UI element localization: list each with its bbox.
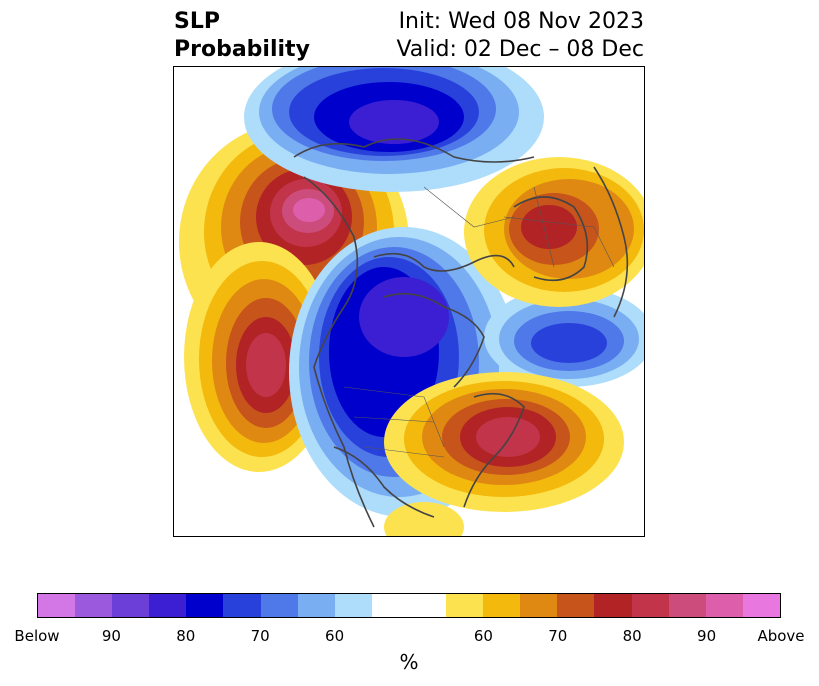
colorbar-segment — [371, 594, 409, 617]
coastlines — [293, 138, 629, 528]
colorbar-tick-label: 60 — [473, 627, 493, 645]
map-title: SLP Probability — [174, 8, 310, 64]
probability-map — [179, 67, 644, 536]
colorbar-segment — [75, 594, 113, 617]
colorbar-tick-label: 70 — [548, 627, 568, 645]
anomaly-siberia — [244, 67, 544, 192]
colorbar-tick-label: 80 — [176, 627, 196, 645]
colorbar-unit: % — [399, 650, 419, 674]
colorbar-segment — [112, 594, 150, 617]
colorbar-tick-label: Below — [14, 627, 60, 645]
colorbar-segment — [223, 594, 261, 617]
date-info: Init: Wed 08 Nov 2023 Valid: 02 Dec – 08… — [396, 8, 644, 64]
colorbar-segment — [260, 594, 298, 617]
colorbar-segment — [408, 594, 447, 617]
colorbar-segment — [705, 594, 743, 617]
colorbar-segment — [520, 594, 558, 617]
anomaly-atlantic-low — [484, 287, 644, 387]
colorbar-segment — [483, 594, 521, 617]
init-date: Init: Wed 08 Nov 2023 — [398, 9, 644, 34]
colorbar-segment — [557, 594, 595, 617]
colorbar-tick-label: 80 — [622, 627, 642, 645]
anomaly-atlantic-high — [384, 372, 624, 536]
colorbar-segment — [297, 594, 335, 617]
colorbar-segment — [446, 594, 484, 617]
colorbar-tick-label: 70 — [250, 627, 270, 645]
colorbar-segment — [334, 594, 372, 617]
colorbar — [37, 593, 781, 618]
title-line-2: Probability — [174, 37, 310, 62]
colorbar-tick-label: 90 — [697, 627, 717, 645]
colorbar-segment — [742, 594, 780, 617]
borders — [343, 186, 615, 458]
map-panel — [173, 66, 645, 537]
colorbar-tick-label: 60 — [325, 627, 345, 645]
colorbar-segment — [186, 594, 224, 617]
colorbar-segment — [668, 594, 706, 617]
colorbar-segment — [38, 594, 76, 617]
anomaly-europe-high — [464, 157, 644, 307]
colorbar-segment — [631, 594, 669, 617]
colorbar-tick-label: 90 — [101, 627, 121, 645]
colorbar-tick-label: Above — [757, 627, 805, 645]
colorbar-segment — [594, 594, 632, 617]
title-line-1: SLP — [174, 9, 220, 34]
colorbar-segment — [149, 594, 187, 617]
valid-range: Valid: 02 Dec – 08 Dec — [396, 37, 644, 62]
